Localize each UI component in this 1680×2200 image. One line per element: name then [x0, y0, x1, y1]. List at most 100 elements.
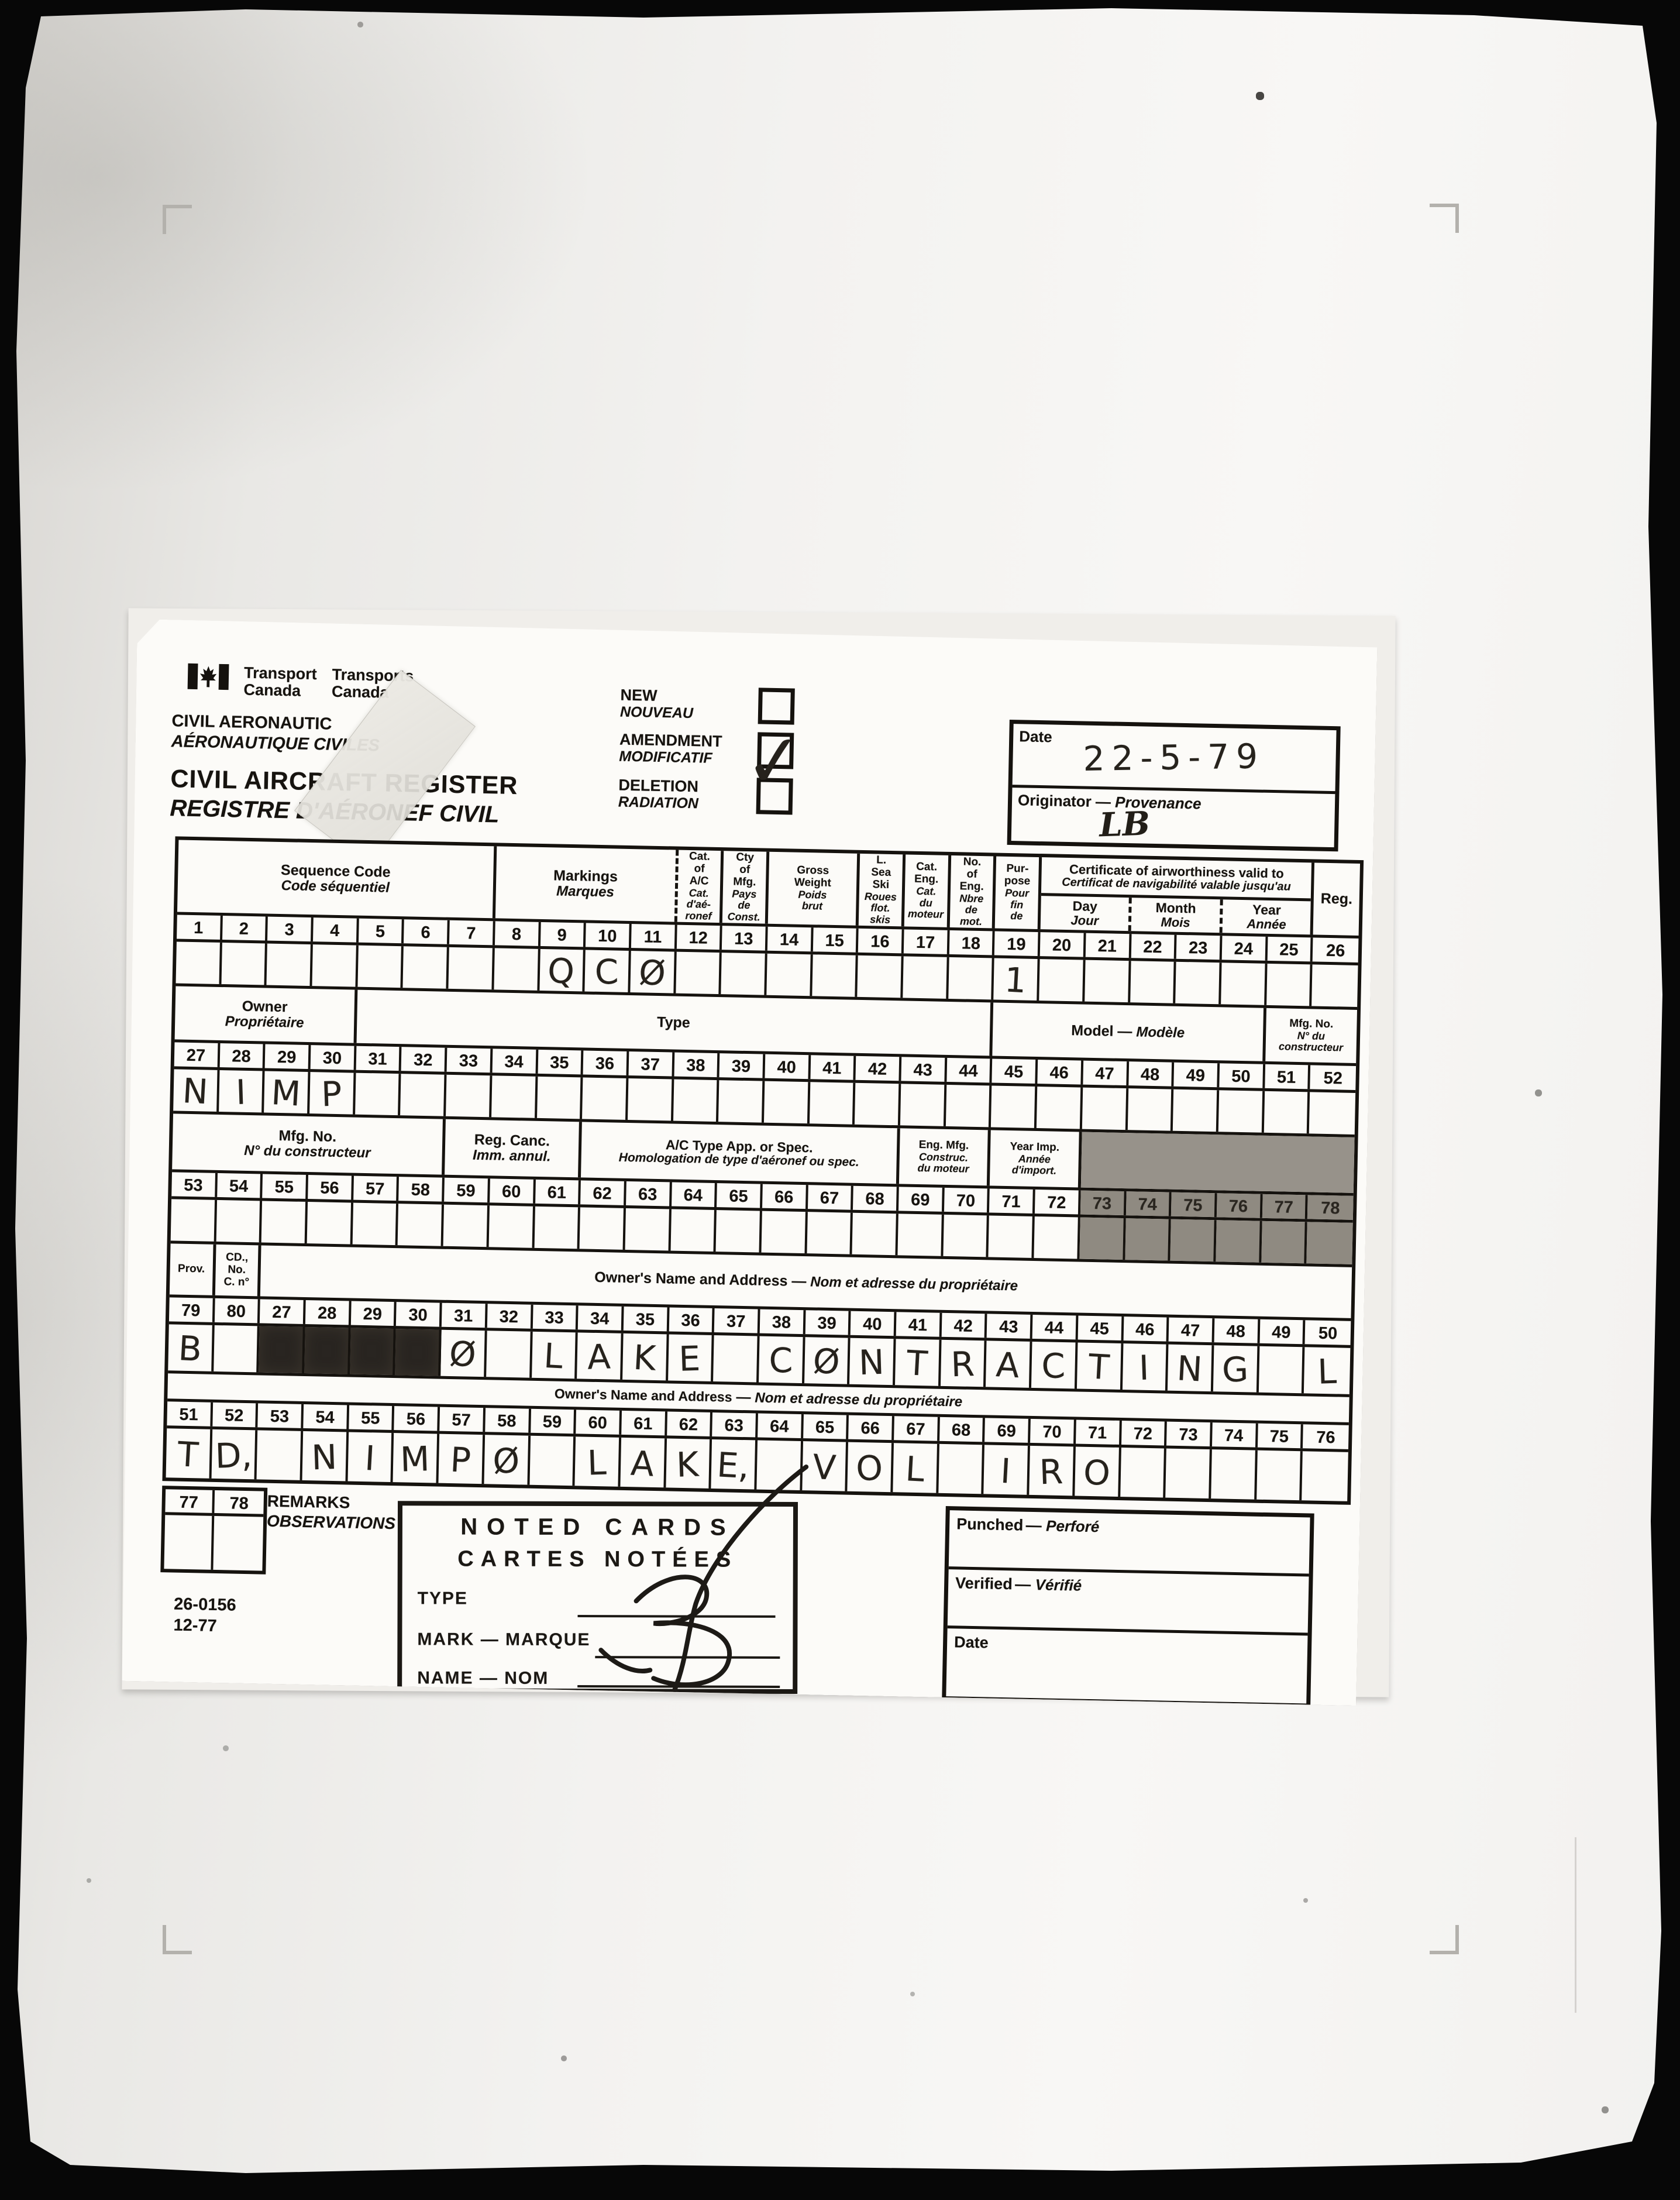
header-text-en: CD., No. C. n°	[223, 1251, 250, 1288]
column-number-row: 77 78	[165, 1489, 264, 1517]
column-number: 38	[760, 1309, 806, 1335]
grid-cell	[446, 1075, 492, 1118]
column-number: 76	[1316, 1428, 1335, 1448]
grid-cell	[991, 1085, 1037, 1128]
grid-cell: O	[848, 1442, 894, 1493]
handwritten-entry: A	[995, 1345, 1021, 1386]
header-text-en: Model	[1071, 1022, 1114, 1040]
grid-cell	[1175, 962, 1221, 1005]
grid-cell	[1307, 1222, 1353, 1264]
grid-cell	[213, 1516, 263, 1571]
grid-cell	[355, 1073, 401, 1116]
dust-specks	[0, 0, 2, 2]
columns-77-78-table: 77 78	[160, 1486, 267, 1575]
handwritten-entry: A	[586, 1336, 611, 1377]
grid-cell	[1309, 1092, 1355, 1135]
column-number: 8	[495, 921, 541, 946]
corner-registration-mark	[163, 205, 192, 234]
grid-cell	[1037, 1087, 1083, 1129]
combined-header: Owner's Name and Address — Nom et adress…	[594, 1269, 1018, 1295]
header-text-en: Reg.	[1320, 890, 1353, 908]
grid-cell: E,	[711, 1439, 758, 1490]
grid-cell	[1221, 962, 1267, 1005]
stamp-field-mark: MARK — MARQUE	[417, 1630, 591, 1650]
column-number: 12	[676, 925, 722, 950]
column-number: 50	[1219, 1063, 1265, 1088]
handwritten-entry: Ø	[811, 1340, 841, 1383]
handwritten-entry: I	[999, 1450, 1012, 1491]
grid-cell	[764, 1081, 810, 1124]
grid-cell	[858, 955, 904, 998]
cofa-heading: Certificate of airworthiness valid to Cer…	[1041, 857, 1311, 902]
column-number: 63	[626, 1181, 672, 1206]
grid-cell	[1120, 1448, 1166, 1498]
column-number: 22	[1131, 934, 1176, 959]
header-dash: —	[732, 1388, 755, 1406]
transport-canada-logo: Transport Canada Transports Canada	[187, 664, 414, 702]
handwritten-entry: D,	[214, 1435, 253, 1476]
grid-cell	[534, 1206, 580, 1249]
grid-cell: P	[439, 1434, 485, 1484]
header-text-en: Cty of Mfg.	[733, 851, 756, 889]
header-text-fr: Pour fin de	[1004, 887, 1030, 922]
column-number: 61	[535, 1180, 581, 1205]
header-text-fr: Pays de Const.	[727, 888, 760, 923]
column-number: 32	[401, 1047, 447, 1072]
grid-cell: D,	[211, 1429, 257, 1480]
grid-cell	[1085, 960, 1131, 1003]
grid-cell: A	[577, 1332, 623, 1380]
handwritten-entry: L	[543, 1335, 564, 1377]
column-number: 11	[631, 924, 677, 949]
bottom-date-label: Date	[953, 1633, 989, 1652]
header-text-en: Eng. Mfg.	[918, 1138, 969, 1152]
grid-cell: L	[575, 1436, 621, 1487]
grid-cell	[221, 943, 267, 985]
column-number: 61	[621, 1411, 667, 1436]
table-section-s3: Mfg. No. N° du constructeur Reg. Canc. Imm.…	[171, 1113, 1355, 1267]
column-number: 77	[1262, 1194, 1307, 1219]
punched-verified-date-box: Punched — Perforé Verified — Vérifié Dat…	[942, 1506, 1314, 1708]
column-number: 53	[171, 1172, 217, 1197]
grid-cell	[403, 946, 449, 989]
column-number: 35	[624, 1307, 669, 1332]
column-header: Cat. Eng. Cat. du moteur	[904, 854, 951, 927]
header-text-fr: Construc. du moteur	[917, 1150, 969, 1175]
column-number: 7	[449, 920, 495, 946]
corner-registration-mark	[1430, 1925, 1459, 1954]
grid-cell	[1211, 1449, 1257, 1500]
date-originator-box: Date 22-5-79 Originator — Provenance LB	[1007, 720, 1341, 851]
header-text-fr: Nom et adresse du propriétaire	[755, 1390, 963, 1410]
handwritten-entry: I	[1138, 1348, 1150, 1388]
column-number: 39	[805, 1310, 851, 1335]
column-number: 47	[1169, 1318, 1215, 1343]
grid-cell: 1	[994, 958, 1040, 1001]
grid-cell	[812, 954, 858, 997]
column-number: 53	[258, 1403, 304, 1428]
handwritten-entry: E	[678, 1338, 701, 1379]
handwritten-entry: N	[1176, 1348, 1204, 1390]
handwritten-entry: N	[181, 1070, 209, 1112]
header-text-fr: Marques	[556, 883, 615, 900]
grid-cell: T	[1077, 1343, 1123, 1390]
column-number: 73	[1166, 1422, 1213, 1447]
grid-cell	[1173, 1089, 1219, 1132]
column-number: 72	[1035, 1190, 1081, 1215]
column-number: 49	[1174, 1063, 1220, 1088]
grid-cell: N	[1168, 1345, 1214, 1392]
column-number: 38	[674, 1053, 719, 1078]
handwritten-entry: O	[1082, 1452, 1111, 1494]
logo-wordmark-en: Transport Canada	[243, 664, 318, 700]
column-number: 59	[531, 1409, 576, 1434]
header-text-fr: Propriétaire	[225, 1013, 304, 1032]
grid-cell: K	[666, 1438, 712, 1489]
column-number: 28	[219, 1043, 265, 1068]
grid-cell: M	[264, 1071, 310, 1114]
column-number: 5	[359, 919, 404, 944]
header-text-fr: Nbre de mot.	[959, 892, 984, 927]
column-header: Owner Propriétaire	[175, 986, 358, 1043]
grid-cell	[1311, 964, 1358, 1007]
grid-cell	[938, 1444, 984, 1494]
cofa-subheader: Day Jour	[1041, 896, 1132, 931]
column-number: 52	[212, 1402, 258, 1428]
